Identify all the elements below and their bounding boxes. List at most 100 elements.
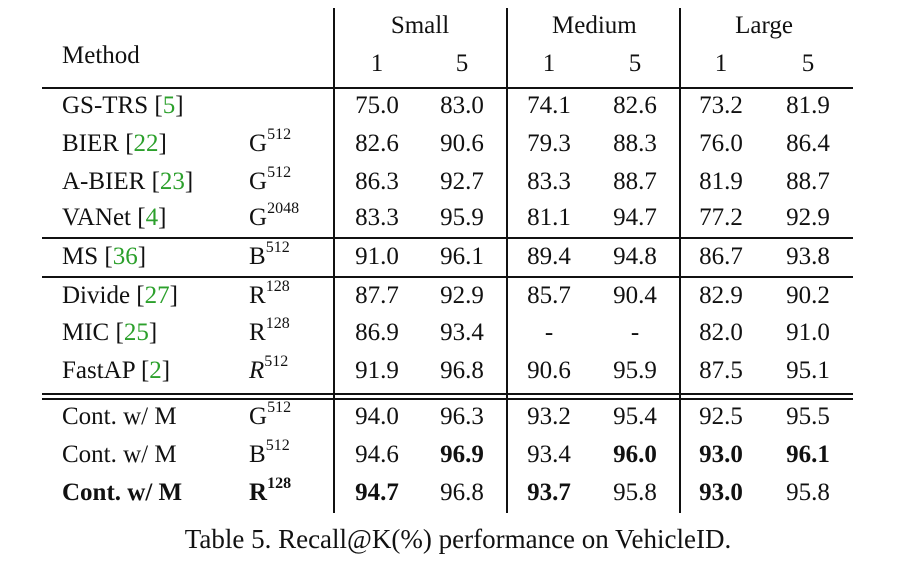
- embedding-backbone: G: [249, 130, 268, 157]
- value-cell: 96.3: [440, 403, 484, 430]
- method-cell: Divide [27]: [62, 282, 178, 309]
- citation-link[interactable]: 23: [159, 168, 185, 195]
- value-cell: 96.1: [786, 441, 830, 468]
- column-divider: [333, 8, 335, 513]
- embedding-dimension: 128: [265, 314, 290, 332]
- method-name: BIER: [62, 130, 119, 157]
- value-cell: 93.4: [440, 319, 484, 346]
- embedding-cell: R512: [249, 352, 289, 386]
- citation-link[interactable]: 27: [144, 282, 170, 309]
- citation-link[interactable]: 36: [112, 243, 138, 270]
- method-cell: Cont. w/ M: [62, 402, 177, 432]
- value-cell: 96.0: [613, 441, 657, 468]
- k-header: 5: [455, 50, 469, 77]
- method-name: Cont. w/ M: [62, 403, 177, 430]
- k-header: 5: [801, 50, 815, 77]
- value-cell: 90.4: [613, 282, 657, 309]
- value-cell: 95.4: [613, 403, 657, 430]
- embedding-cell: B512: [249, 436, 290, 470]
- embedding-cell: B512: [249, 239, 290, 272]
- citation-link[interactable]: 2: [149, 357, 162, 384]
- value-cell: 95.5: [786, 403, 830, 430]
- k-header: 1: [714, 50, 728, 77]
- section-rule: [42, 237, 853, 239]
- value-cell: 81.9: [699, 168, 743, 195]
- column-divider: [506, 8, 508, 513]
- value-cell: 95.8: [786, 479, 830, 506]
- method-cell: MIC [25]: [62, 319, 158, 346]
- value-cell: 92.9: [786, 204, 830, 231]
- citation-link[interactable]: 4: [145, 204, 159, 231]
- method-cell: Cont. w/ M: [62, 440, 177, 470]
- value-cell: -: [630, 319, 640, 346]
- value-cell: 94.7: [613, 204, 657, 231]
- embedding-backbone: R: [249, 479, 268, 506]
- value-cell: 94.6: [355, 441, 399, 468]
- value-cell: 73.2: [699, 92, 743, 119]
- method-name: Cont. w/ M: [62, 441, 177, 468]
- caption-text: Table 5. Recall@K(%) performance on Vehi…: [184, 524, 732, 554]
- embedding-backbone: G: [249, 403, 268, 430]
- value-cell: 88.3: [613, 130, 657, 157]
- embedding-backbone: R: [249, 319, 266, 346]
- embedding-cell: G512: [249, 125, 292, 159]
- value-cell: 86.3: [355, 168, 399, 195]
- value-cell: 93.4: [527, 441, 571, 468]
- value-cell: 82.9: [699, 282, 743, 309]
- method-name: MS: [62, 243, 99, 270]
- value-cell: 96.8: [440, 357, 484, 384]
- embedding-cell: G512: [249, 399, 291, 432]
- value-cell: 90.6: [527, 357, 571, 384]
- value-cell: 96.9: [440, 441, 484, 468]
- value-cell: 74.1: [527, 92, 571, 119]
- embedding-backbone: R: [249, 357, 265, 384]
- value-cell: 75.0: [355, 92, 399, 119]
- value-cell: 82.6: [355, 130, 399, 157]
- value-cell: 90.6: [440, 130, 484, 157]
- method-name: FastAP: [62, 357, 135, 384]
- embedding-backbone: R: [249, 282, 266, 309]
- value-cell: 93.8: [786, 243, 830, 270]
- value-cell: 90.2: [786, 282, 830, 309]
- embedding-backbone: G: [249, 168, 268, 195]
- citation-link[interactable]: 5: [162, 92, 176, 119]
- k-header: 5: [628, 50, 642, 77]
- section-rule: [42, 276, 853, 278]
- value-cell: 94.0: [355, 403, 399, 430]
- value-cell: 86.7: [699, 243, 743, 270]
- embedding-dimension: 2048: [267, 199, 300, 217]
- method-cell: BIER [22]: [62, 130, 167, 157]
- value-cell: 92.9: [440, 282, 484, 309]
- embedding-dimension: 128: [267, 474, 292, 492]
- embedding-dimension: 512: [265, 436, 290, 454]
- value-cell: 77.2: [699, 204, 743, 231]
- value-cell: 79.3: [527, 130, 571, 157]
- embedding-dimension: 512: [267, 125, 292, 143]
- group-header-medium: Medium: [552, 12, 637, 39]
- method-column-header: Method: [62, 42, 140, 69]
- value-cell: 87.7: [355, 282, 399, 309]
- embedding-backbone: B: [249, 441, 266, 468]
- value-cell: 87.5: [699, 357, 743, 384]
- embedding-cell: R128: [249, 474, 292, 508]
- section-double-rule: [42, 393, 853, 395]
- value-cell: 88.7: [786, 168, 830, 195]
- method-name: A-BIER: [62, 168, 146, 195]
- embedding-dimension: 512: [264, 352, 289, 370]
- value-cell: 91.0: [786, 319, 830, 346]
- citation-link[interactable]: 25: [123, 319, 149, 346]
- value-cell: 76.0: [699, 130, 743, 157]
- value-cell: -: [544, 319, 554, 346]
- value-cell: 95.9: [440, 204, 484, 231]
- group-header-large: Large: [735, 12, 793, 39]
- method-cell: FastAP [2]: [62, 357, 171, 384]
- k-header: 1: [542, 50, 556, 77]
- value-cell: 82.6: [613, 92, 657, 119]
- k-header: 1: [370, 50, 384, 77]
- value-cell: 92.7: [440, 168, 484, 195]
- citation-link[interactable]: 22: [133, 130, 159, 157]
- embedding-cell: R128: [249, 278, 290, 311]
- method-name: VANet: [62, 204, 131, 231]
- value-cell: 83.0: [440, 92, 484, 119]
- value-cell: 96.8: [440, 479, 484, 506]
